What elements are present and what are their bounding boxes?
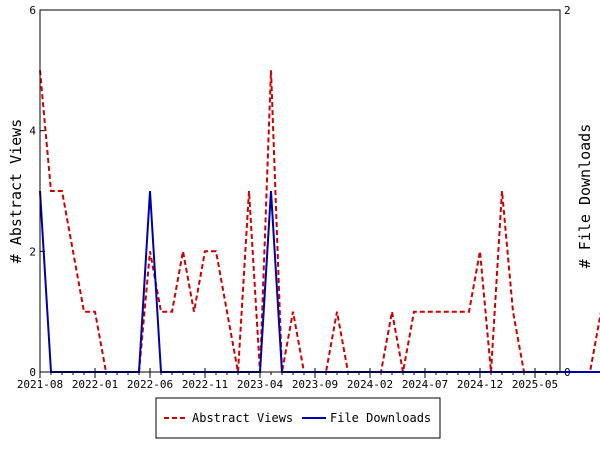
y-tick-label: 4 bbox=[29, 125, 36, 138]
plot-area-frame bbox=[39, 9, 561, 373]
tick-layer: 2021-08 2022-01 2022-06 2022-11 2023-04 2023-… bbox=[17, 4, 571, 391]
x-tick-label: 2022-01 bbox=[72, 378, 118, 391]
x-tick-label: 2021-08 bbox=[17, 378, 63, 391]
legend-label-abstract-views: Abstract Views bbox=[192, 411, 293, 425]
y-tick-label: 0 bbox=[29, 366, 36, 379]
x-tick-label: 2024-07 bbox=[402, 378, 448, 391]
x-tick-label: 2024-12 bbox=[457, 378, 503, 391]
x-tick-label: 2024-02 bbox=[347, 378, 393, 391]
series-layer bbox=[39, 70, 600, 373]
x-tick-label: 2023-04 bbox=[237, 378, 284, 391]
legend: Abstract Views File Downloads bbox=[155, 397, 441, 439]
legend-label-file-downloads: File Downloads bbox=[330, 411, 431, 425]
x-tick-label: 2025-05 bbox=[512, 378, 558, 391]
y2-axis-title: # File Downloads bbox=[576, 124, 594, 269]
x-tick-label: 2022-06 bbox=[127, 378, 173, 391]
y-tick-label: 2 bbox=[29, 245, 36, 258]
legend-box bbox=[155, 397, 441, 439]
series-line-abstract-views bbox=[39, 70, 600, 373]
x-tick-label: 2023-09 bbox=[292, 378, 338, 391]
y2-tick-label: 2 bbox=[564, 4, 571, 17]
y-axis-title: # Abstract Views bbox=[7, 119, 25, 264]
x-tick-label: 2022-11 bbox=[182, 378, 228, 391]
y-tick-label: 6 bbox=[29, 4, 36, 17]
series-line-file-downloads bbox=[39, 190, 600, 373]
